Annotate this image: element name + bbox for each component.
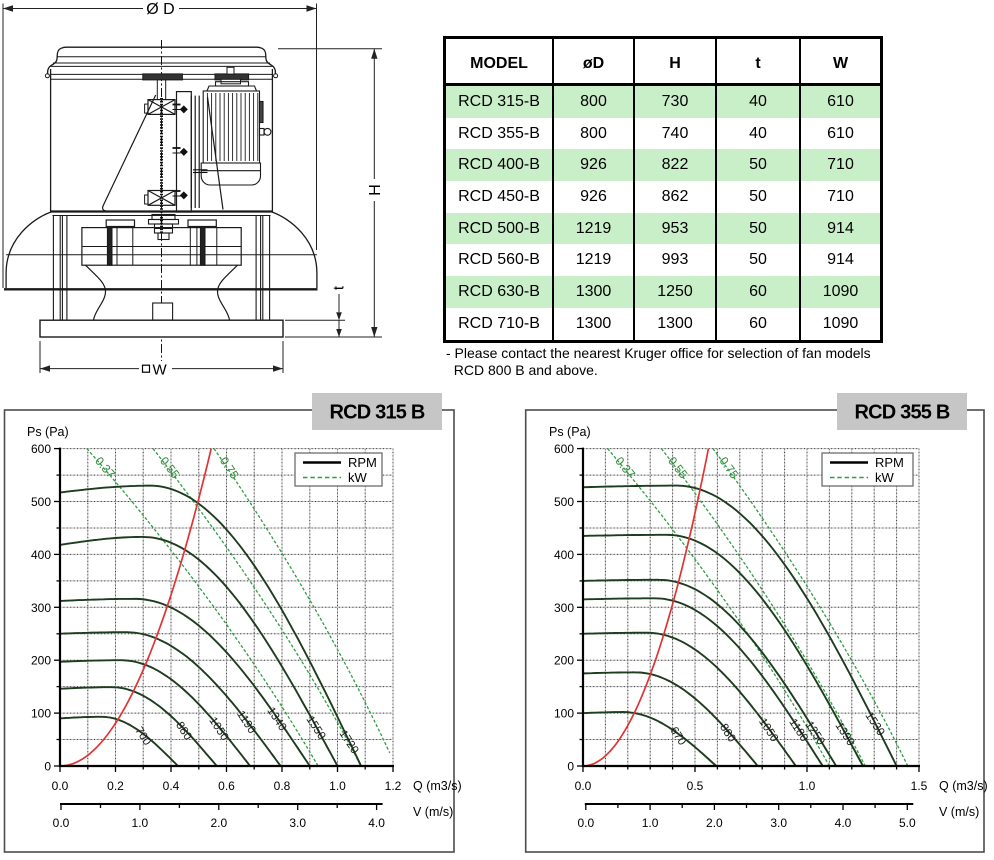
svg-text:1.2: 1.2 [385, 779, 402, 793]
svg-text:880: 880 [717, 722, 738, 745]
svg-text:t: t [331, 285, 348, 290]
svg-text:1050: 1050 [756, 716, 780, 744]
svg-text:600: 600 [554, 442, 574, 456]
svg-text:0.75: 0.75 [217, 454, 242, 481]
svg-text:500: 500 [554, 495, 574, 509]
svg-text:V (m/s): V (m/s) [939, 805, 979, 819]
svg-text:1.0: 1.0 [132, 816, 149, 830]
svg-text:0: 0 [567, 760, 574, 774]
svg-text:0.4: 0.4 [163, 779, 180, 793]
svg-text:kW: kW [875, 470, 895, 485]
svg-text:700: 700 [132, 725, 153, 748]
svg-text:Ps (Pa): Ps (Pa) [27, 425, 69, 439]
svg-text:0.37: 0.37 [92, 454, 118, 481]
svg-text:600: 600 [31, 442, 51, 456]
svg-text:2.0: 2.0 [210, 816, 227, 830]
svg-text:0.2: 0.2 [107, 779, 124, 793]
svg-text:1.0: 1.0 [642, 816, 659, 830]
svg-text:0.37: 0.37 [612, 454, 638, 481]
svg-text:V (m/s): V (m/s) [413, 805, 453, 819]
svg-text:1390: 1390 [833, 720, 857, 748]
svg-text:4.0: 4.0 [835, 816, 852, 830]
svg-text:200: 200 [554, 654, 574, 668]
svg-text:Ps (Pa): Ps (Pa) [549, 425, 591, 439]
svg-text:1720: 1720 [337, 728, 361, 756]
svg-text:3.0: 3.0 [770, 816, 787, 830]
svg-text:400: 400 [554, 548, 574, 562]
svg-text:0.8: 0.8 [274, 779, 291, 793]
svg-text:0.75: 0.75 [716, 454, 741, 481]
svg-text:1180: 1180 [786, 717, 810, 744]
svg-text:RPM: RPM [348, 455, 377, 470]
svg-text:0.0: 0.0 [53, 816, 70, 830]
svg-text:4.0: 4.0 [368, 816, 385, 830]
svg-text:0.0: 0.0 [577, 816, 594, 830]
svg-text:1530: 1530 [863, 710, 887, 738]
svg-text:880: 880 [173, 720, 194, 743]
svg-text:3.0: 3.0 [289, 816, 306, 830]
svg-text:0.55: 0.55 [157, 454, 183, 481]
svg-text:100: 100 [31, 707, 51, 721]
svg-text:500: 500 [31, 495, 51, 509]
svg-text:300: 300 [554, 601, 574, 615]
svg-text:0.0: 0.0 [575, 779, 592, 793]
svg-text:Q (m3/s): Q (m3/s) [939, 779, 988, 793]
svg-text:1550: 1550 [304, 714, 328, 742]
svg-text:0.5: 0.5 [687, 779, 704, 793]
svg-text:Q (m3/s): Q (m3/s) [413, 779, 462, 793]
svg-text:200: 200 [31, 654, 51, 668]
svg-text:1.0: 1.0 [799, 779, 816, 793]
svg-text:1.5: 1.5 [911, 779, 928, 793]
svg-text:100: 100 [554, 707, 574, 721]
svg-text:RCD 355 B: RCD 355 B [854, 402, 949, 424]
svg-text:5.0: 5.0 [899, 816, 916, 830]
svg-text:1250: 1250 [803, 719, 827, 747]
svg-text:300: 300 [31, 601, 51, 615]
svg-text:Ø D: Ø D [146, 1, 174, 18]
svg-text:1.0: 1.0 [329, 779, 346, 793]
svg-text:0.55: 0.55 [665, 454, 691, 481]
svg-text:W: W [153, 362, 168, 379]
svg-text:1190: 1190 [234, 709, 258, 736]
svg-text:kW: kW [348, 470, 368, 485]
svg-text:RCD 315 B: RCD 315 B [329, 402, 424, 424]
svg-text:400: 400 [31, 548, 51, 562]
svg-text:0: 0 [44, 760, 51, 774]
svg-text:H: H [367, 184, 384, 196]
svg-text:670: 670 [667, 725, 688, 748]
svg-text:0.6: 0.6 [218, 779, 235, 793]
svg-text:0.0: 0.0 [52, 779, 69, 793]
svg-text:1050: 1050 [206, 715, 230, 743]
svg-text:RPM: RPM [875, 455, 904, 470]
svg-text:1340: 1340 [264, 705, 288, 733]
svg-text:2.0: 2.0 [706, 816, 723, 830]
